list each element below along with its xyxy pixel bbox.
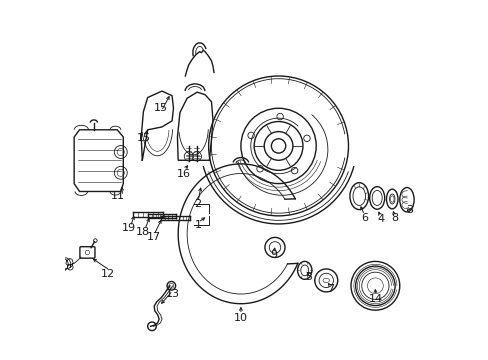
Text: 1: 1	[194, 220, 201, 230]
Text: 16: 16	[177, 168, 191, 179]
Text: 12: 12	[100, 269, 114, 279]
Text: 7: 7	[326, 284, 333, 294]
Text: 4: 4	[376, 215, 384, 224]
Text: 19: 19	[122, 224, 136, 233]
Text: 15: 15	[154, 103, 168, 113]
Text: 5: 5	[305, 272, 312, 282]
Text: 3: 3	[405, 206, 412, 216]
Text: 2: 2	[194, 199, 201, 210]
Text: 6: 6	[361, 213, 367, 222]
Text: 8: 8	[390, 213, 397, 222]
Text: 18: 18	[136, 227, 150, 237]
Text: 15: 15	[137, 133, 151, 143]
Text: 17: 17	[147, 232, 161, 242]
Text: 10: 10	[233, 313, 247, 323]
Text: 9: 9	[270, 250, 277, 260]
Text: 13: 13	[165, 289, 180, 299]
Text: 11: 11	[111, 191, 125, 201]
Text: 14: 14	[367, 294, 382, 304]
